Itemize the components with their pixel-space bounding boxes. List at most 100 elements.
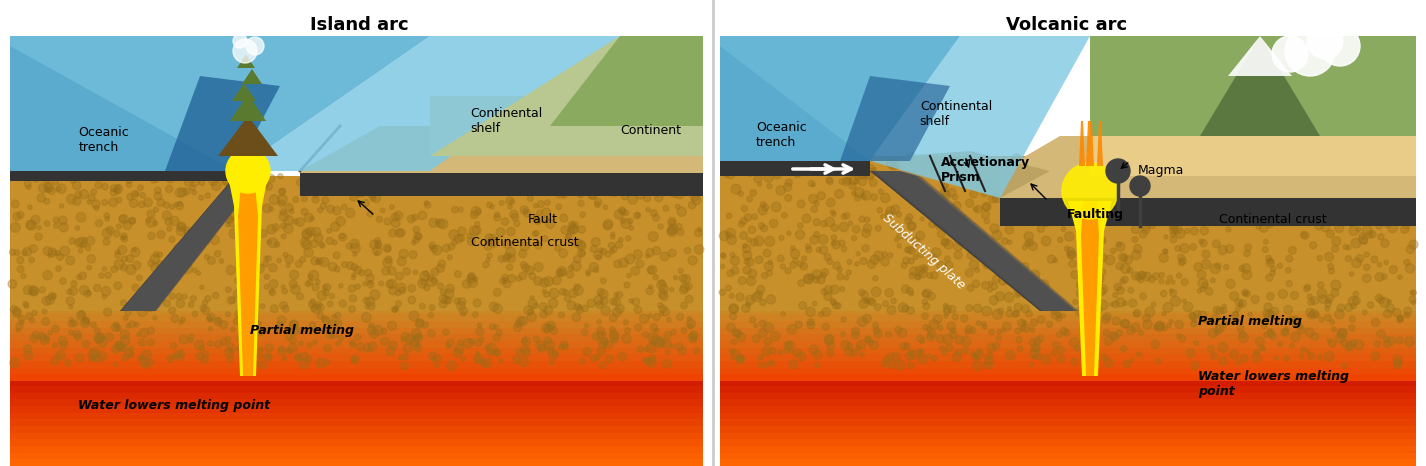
Circle shape [128,217,135,224]
Circle shape [1141,272,1147,278]
Circle shape [559,312,565,318]
Circle shape [1326,338,1332,343]
Circle shape [523,349,530,356]
Circle shape [41,317,50,325]
Circle shape [237,336,241,341]
Circle shape [395,301,402,307]
Polygon shape [1081,201,1099,376]
Circle shape [739,191,743,196]
Circle shape [1201,240,1206,247]
Circle shape [1348,206,1355,213]
Circle shape [789,349,793,353]
Circle shape [1129,299,1137,307]
Circle shape [362,199,369,206]
Circle shape [298,341,304,346]
Circle shape [837,273,844,280]
Circle shape [1255,350,1259,355]
Circle shape [502,218,509,226]
Circle shape [513,356,520,363]
Text: Faulting: Faulting [1067,208,1124,221]
Circle shape [250,228,258,237]
Circle shape [566,271,573,278]
Circle shape [610,332,619,341]
Circle shape [395,306,399,310]
Circle shape [988,287,992,292]
Circle shape [1259,345,1263,350]
Circle shape [923,303,930,310]
Polygon shape [870,36,1089,198]
Circle shape [1158,324,1164,329]
Circle shape [304,213,314,222]
Circle shape [252,239,260,247]
Polygon shape [1087,121,1094,166]
Circle shape [781,212,787,218]
Circle shape [1094,274,1104,284]
Circle shape [1262,247,1268,253]
Circle shape [1057,346,1065,354]
Circle shape [826,217,834,226]
Circle shape [1117,263,1124,270]
Circle shape [1098,237,1107,244]
Circle shape [443,176,452,183]
Circle shape [807,319,814,325]
Circle shape [543,306,553,315]
Circle shape [278,189,285,196]
Circle shape [331,180,338,186]
Bar [720,386,1416,393]
Circle shape [29,257,34,263]
Circle shape [502,278,508,283]
Circle shape [747,196,753,202]
Circle shape [649,285,653,289]
Circle shape [505,253,511,260]
Circle shape [578,200,585,206]
Circle shape [366,211,372,217]
Circle shape [595,173,599,179]
Circle shape [491,181,499,189]
Circle shape [646,207,650,212]
Circle shape [1032,355,1037,359]
Circle shape [819,235,829,244]
Circle shape [592,238,600,247]
Circle shape [1145,200,1152,207]
Circle shape [1338,329,1348,338]
Circle shape [134,192,138,196]
Circle shape [1004,199,1012,208]
Circle shape [23,345,31,353]
Polygon shape [218,116,278,156]
Circle shape [1310,297,1319,304]
Circle shape [449,230,459,240]
Circle shape [806,307,816,316]
Circle shape [131,191,138,198]
Circle shape [493,325,499,329]
Circle shape [864,217,870,223]
Circle shape [1117,206,1122,212]
Circle shape [1179,336,1186,342]
Circle shape [317,291,327,300]
Circle shape [783,183,791,191]
Circle shape [578,193,583,198]
Circle shape [415,233,422,240]
Circle shape [178,222,185,230]
Circle shape [868,340,874,345]
Circle shape [94,284,101,292]
Circle shape [850,176,858,185]
Circle shape [863,314,871,323]
Circle shape [954,238,960,242]
Circle shape [1383,340,1390,348]
Circle shape [469,339,475,344]
Circle shape [1002,322,1011,331]
Circle shape [1393,308,1400,316]
Circle shape [736,293,744,301]
Circle shape [803,274,813,283]
Circle shape [232,34,247,48]
Circle shape [965,325,973,333]
Circle shape [543,276,553,286]
Circle shape [1109,332,1117,339]
Circle shape [116,342,120,346]
Circle shape [1308,294,1312,299]
Circle shape [165,259,171,264]
Circle shape [790,246,796,251]
Circle shape [369,329,379,338]
Circle shape [24,351,33,360]
Circle shape [242,320,248,325]
